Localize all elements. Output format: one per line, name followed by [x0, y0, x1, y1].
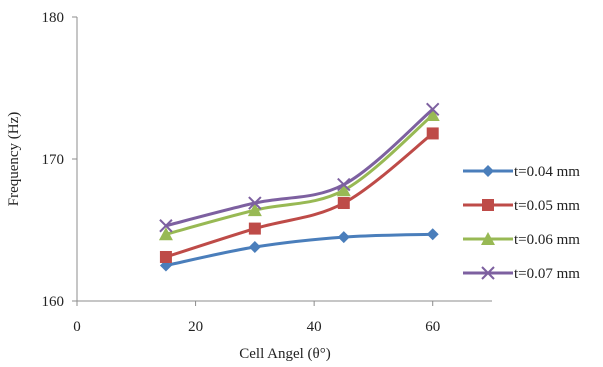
y-ticks: 160 170 180: [42, 10, 77, 310]
legend-label: t=0.04 mm: [514, 164, 580, 180]
series-4: [159, 102, 440, 233]
series-line: [165, 108, 434, 228]
data-point-marker: [248, 196, 262, 210]
x-tick-label: 0: [73, 319, 81, 335]
series-layer: [158, 102, 440, 272]
series-1: [159, 228, 439, 272]
series-3: [158, 107, 440, 241]
legend-marker: [481, 232, 495, 245]
x-tick-label: 20: [188, 319, 203, 335]
data-point-marker: [426, 102, 440, 117]
series-2: [159, 127, 439, 263]
data-point-marker: [426, 228, 439, 241]
data-point-marker: [159, 250, 172, 263]
data-point-marker: [337, 177, 351, 192]
legend-label: t=0.05 mm: [514, 198, 580, 214]
data-point-marker: [337, 231, 350, 244]
y-tick-label: 180: [42, 10, 65, 26]
legend: t=0.04 mm t=0.05 mm t=0.06 mm t=0.07 mm: [463, 164, 580, 282]
axes: [76, 17, 492, 302]
legend-label: t=0.07 mm: [514, 266, 580, 282]
y-tick-label: 170: [42, 152, 65, 168]
x-marker-stroke: [481, 266, 495, 280]
legend-label: t=0.06 mm: [514, 232, 580, 248]
legend-item: t=0.07 mm: [463, 266, 580, 282]
legend-marker: [481, 266, 495, 280]
legend-item: t=0.05 mm: [463, 198, 580, 214]
data-point-marker: [248, 222, 261, 235]
legend-item: t=0.06 mm: [463, 232, 580, 248]
legend-marker: [482, 199, 494, 211]
legend-marker: [482, 165, 494, 177]
data-point-marker: [247, 203, 262, 217]
series-line: [165, 232, 433, 267]
x-tick-label: 40: [307, 319, 322, 335]
series-line: [165, 132, 434, 259]
y-axis-title: Frequency (Hz): [6, 112, 22, 207]
series-line: [165, 113, 434, 236]
data-point-marker: [248, 241, 261, 254]
data-point-marker: [337, 197, 350, 210]
y-tick-label: 160: [42, 294, 65, 310]
x-marker-stroke: [159, 219, 173, 233]
data-point-marker: [159, 219, 173, 233]
data-point-marker: [158, 227, 173, 241]
data-point-marker: [426, 127, 439, 140]
x-marker-stroke: [426, 102, 440, 117]
legend-item: t=0.04 mm: [463, 164, 580, 180]
x-ticks: 0 20 40 60: [73, 301, 440, 335]
x-tick-label: 60: [425, 319, 440, 335]
x-axis-title: Cell Angel (θ°): [239, 346, 331, 362]
x-marker-stroke: [248, 196, 262, 210]
data-point-marker: [336, 183, 351, 197]
data-point-marker: [425, 107, 440, 121]
x-marker-stroke: [337, 177, 351, 192]
